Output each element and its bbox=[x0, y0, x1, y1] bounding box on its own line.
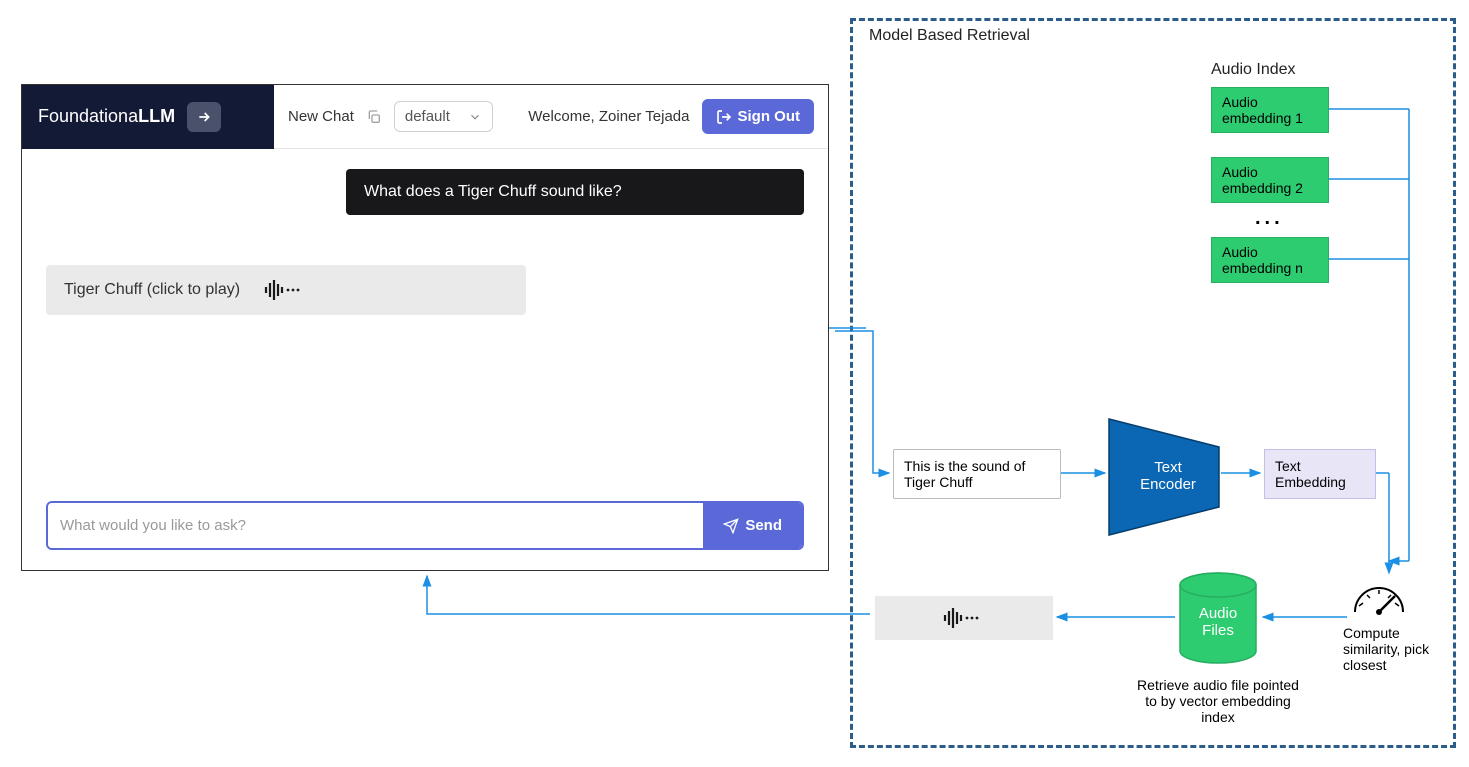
outer-connectors bbox=[0, 0, 1469, 767]
